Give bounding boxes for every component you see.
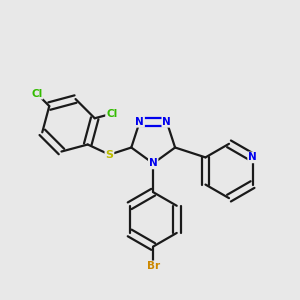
Text: Cl: Cl [31,89,43,99]
Text: N: N [248,152,257,162]
Text: S: S [105,150,113,160]
Text: Br: Br [147,261,160,271]
Text: N: N [135,117,144,127]
Text: Cl: Cl [106,109,117,119]
Text: N: N [149,158,158,168]
Text: N: N [162,117,171,127]
